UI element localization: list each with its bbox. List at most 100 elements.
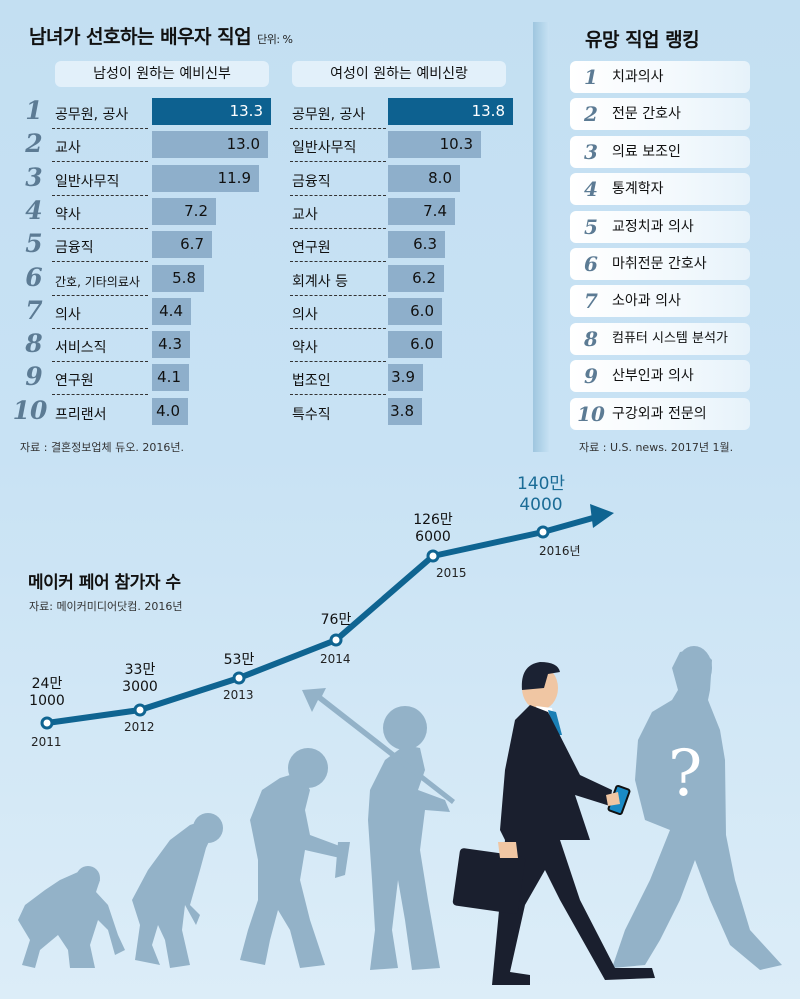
evolution-silhouettes: [18, 646, 782, 970]
ranking-number: 9: [584, 364, 598, 388]
year-label: 2012: [124, 720, 155, 734]
ranking-number: 8: [584, 327, 598, 351]
ranking-number: 7: [584, 289, 598, 313]
ranking-number: 6: [584, 252, 598, 276]
rank-number: 1: [25, 96, 43, 125]
female-bar: 6.2: [388, 265, 444, 292]
hominid-silhouette: [132, 820, 212, 968]
data-value-label: 33만 3000: [105, 662, 175, 696]
male-bar: 4.0: [152, 398, 188, 425]
value-line1: 76만: [320, 612, 352, 628]
value-line1: 33만: [124, 662, 156, 678]
ranking-number: 1: [584, 65, 598, 89]
row-divider: [52, 295, 148, 296]
female-bar: 7.4: [388, 198, 455, 225]
ranking-label: 의료 보조인: [612, 144, 681, 160]
ranking-label: 교정치과 의사: [612, 219, 694, 235]
ranking-title: 유망 직업 랭킹: [585, 29, 700, 51]
year-label: 2016년: [539, 544, 581, 558]
data-value-label: 53만: [204, 652, 274, 669]
value-line1: 140만: [516, 474, 566, 494]
row-divider: [52, 361, 148, 362]
row-divider: [290, 295, 386, 296]
male-job-label: 서비스직: [55, 340, 107, 356]
rank-number: 5: [25, 229, 43, 258]
unit-label: 단위: %: [257, 33, 293, 46]
erectus-silhouette: [240, 772, 345, 968]
rank-number: 7: [25, 296, 43, 325]
ranking-item: 6 마취전문 간호사: [570, 248, 750, 280]
female-header: 여성이 원하는 예비신랑: [292, 61, 506, 87]
row-divider: [52, 394, 148, 395]
male-bar: 5.8: [152, 265, 204, 292]
male-bar: 4.3: [152, 331, 190, 358]
female-bar: 13.8: [388, 98, 513, 125]
ranking-label: 산부인과 의사: [612, 368, 694, 384]
year-label: 2013: [223, 688, 254, 702]
panel-divider: [533, 22, 549, 452]
female-bar: 10.3: [388, 131, 481, 158]
male-job-label: 일반사무직: [55, 174, 120, 190]
rank-number: 8: [25, 329, 43, 358]
data-value-label: 140만 4000: [506, 474, 576, 516]
ranking-number: 2: [584, 102, 598, 126]
male-bar: 6.7: [152, 231, 212, 258]
male-bar: 4.4: [152, 298, 191, 325]
value-line2: 4000: [519, 495, 563, 515]
row-divider: [290, 161, 386, 162]
row-divider: [52, 228, 148, 229]
row-divider: [52, 261, 148, 262]
male-header: 남성이 원하는 예비신부: [55, 61, 269, 87]
year-label: 2014: [320, 652, 351, 666]
male-job-label: 프리랜서: [55, 407, 107, 423]
data-value-label: 24만 1000: [12, 676, 82, 710]
early-human-silhouette: [368, 745, 450, 970]
row-divider: [290, 361, 386, 362]
ranking-label: 소아과 의사: [612, 293, 681, 309]
value-line1: 53만: [223, 652, 255, 668]
female-bar: 3.8: [388, 398, 422, 425]
spouse-row: 6 간호, 기타의료사 5.8 회계사 등 6.2: [0, 263, 530, 298]
spouse-row: 7 의사 4.4 의사 6.0: [0, 296, 530, 331]
row-divider: [52, 328, 148, 329]
spouse-row: 10 프리랜서 4.0 특수직 3.8: [0, 396, 530, 431]
female-bar: 8.0: [388, 165, 460, 192]
row-divider: [290, 228, 386, 229]
male-bar: 13.0: [152, 131, 268, 158]
ranking-item: 5 교정치과 의사: [570, 211, 750, 243]
question-mark: ?: [668, 737, 702, 811]
spouse-row: 5 금융직 6.7 연구원 6.3: [0, 229, 530, 264]
maker-fair-title: 메이커 페어 참가자 수: [28, 573, 181, 593]
spouse-row: 2 교사 13.0 일반사무직 10.3: [0, 129, 530, 164]
ranking-item: 8 컴퓨터 시스템 분석가: [570, 323, 750, 355]
male-job-label: 교사: [55, 140, 81, 156]
rank-number: 2: [25, 129, 43, 158]
rank-number: 9: [25, 362, 43, 391]
businessman: [452, 662, 655, 985]
ranking-source: 자료 : U.S. news. 2017년 1월.: [579, 441, 734, 454]
rank-number: 6: [25, 263, 43, 292]
female-job-label: 의사: [292, 307, 318, 323]
data-points: [40, 525, 550, 730]
row-divider: [290, 328, 386, 329]
male-job-label: 의사: [55, 307, 81, 323]
row-divider: [52, 161, 148, 162]
female-job-label: 연구원: [292, 240, 331, 256]
spouse-row: 3 일반사무직 11.9 금융직 8.0: [0, 163, 530, 198]
maker-fair-line-chart: [40, 504, 614, 730]
male-bar: 13.3: [152, 98, 271, 125]
male-job-label: 금융직: [55, 240, 94, 256]
female-job-label: 회계사 등: [292, 274, 348, 290]
value-line2: 1000: [29, 693, 65, 709]
rank-number: 4: [25, 196, 43, 225]
ranking-item: 1 치과의사: [570, 61, 750, 93]
year-label: 2011: [31, 735, 62, 749]
value-line1: 126만: [413, 512, 453, 528]
spouse-row: 8 서비스직 4.3 약사 6.0: [0, 329, 530, 364]
female-bar: 6.0: [388, 298, 442, 325]
data-value-label: 126만 6000: [398, 512, 468, 546]
row-divider: [290, 261, 386, 262]
ranking-label: 마취전문 간호사: [612, 256, 707, 272]
ranking-label: 구강외과 전문의: [612, 406, 707, 422]
